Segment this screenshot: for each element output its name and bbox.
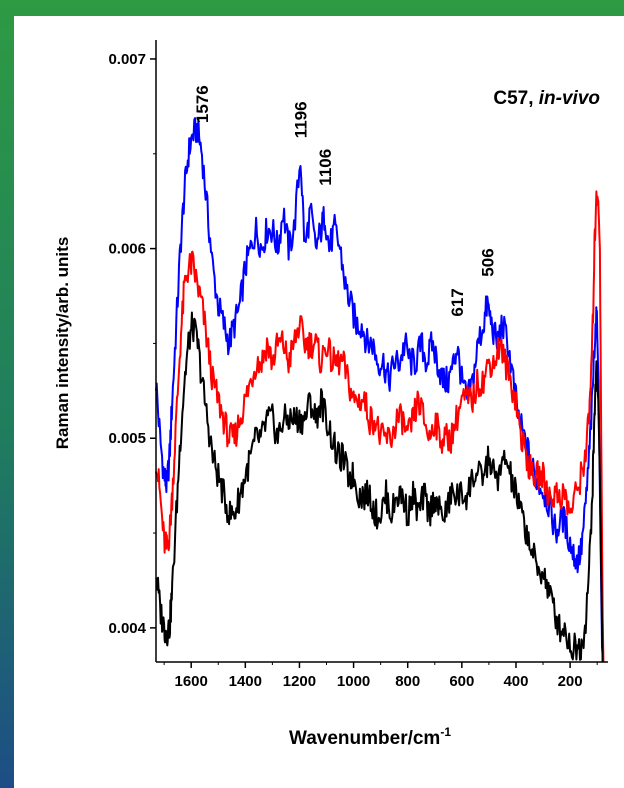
series-line-1 [155,190,605,663]
x-ticks: 1600 1400 1200 1000 800 600 400 200 [163,662,598,690]
x-tick-label: 1600 [174,673,207,690]
peak-label: 617 [448,288,467,316]
series-line-0 [155,117,605,663]
x-tick-label: 600 [449,673,474,690]
y-tick-label: 0.007 [108,51,146,68]
x-tick-label: 1400 [229,673,262,690]
y-axis-title: Raman intensity/arb. units [53,237,72,450]
annotation-prefix: C57, [493,88,538,109]
series-line-2 [155,311,604,663]
x-axis-title-base: Wavenumber/cm [289,728,440,749]
peak-label: 1576 [193,85,212,123]
y-tick-label: 0.006 [108,241,146,258]
x-tick-label: 400 [503,673,528,690]
y-tick-label: 0.005 [108,430,146,447]
x-tick-label: 800 [395,673,420,690]
sample-annotation: C57, in-vivo [493,88,600,109]
peak-label: 1196 [292,101,311,138]
x-axis-title: Wavenumber/cm-1 [289,725,451,749]
x-tick-label: 1200 [283,673,316,690]
x-tick-label: 1000 [337,673,370,690]
y-tick-label: 0.004 [108,620,146,637]
x-tick-label: 200 [558,673,583,690]
peak-label: 506 [478,248,497,276]
series-layer [155,117,605,663]
y-ticks: 0.004 0.005 0.006 0.007 [108,51,156,637]
chart-panel [14,16,624,788]
peak-labels: 1576 1196 1106 617 506 [193,85,497,316]
x-axis-title-sup: -1 [440,725,451,739]
annotation-italic: in-vivo [539,88,600,109]
peak-label: 1106 [316,149,335,186]
